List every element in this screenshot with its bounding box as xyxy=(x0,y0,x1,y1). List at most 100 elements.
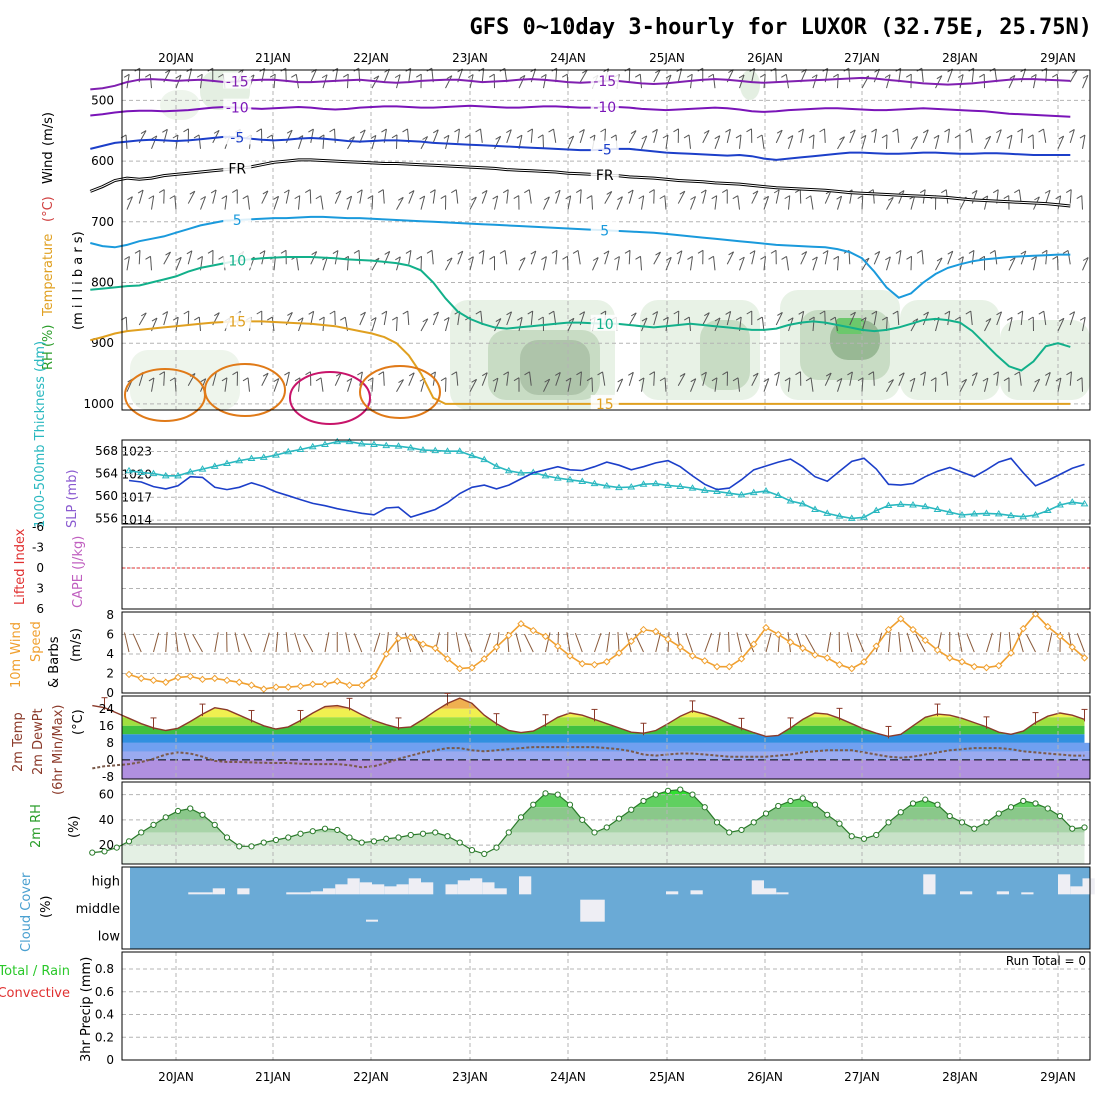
thickness-line-marker xyxy=(1031,511,1040,518)
rh-marker xyxy=(775,802,782,810)
wind-barb-flag xyxy=(732,377,739,382)
wind-barb xyxy=(359,371,363,386)
wind-barb xyxy=(174,195,177,210)
wind-speed-line-marker xyxy=(835,660,844,669)
rh-marker xyxy=(89,849,96,856)
wind-barb xyxy=(543,74,547,89)
wind-barb-flag xyxy=(881,134,888,139)
wind-barb xyxy=(898,372,905,386)
wind-speed-line-marker xyxy=(541,632,550,641)
wind-barb xyxy=(1008,135,1013,149)
wind-barb xyxy=(1057,318,1065,332)
wind-barb-flag xyxy=(443,317,450,321)
wind-barb-flag xyxy=(763,195,769,200)
wind-barb xyxy=(1033,256,1037,271)
wind-barb xyxy=(971,372,978,386)
date-label-bottom: 20JAN xyxy=(158,1070,194,1084)
wind-barb-flag xyxy=(936,257,943,262)
wind-barb-flag xyxy=(162,311,168,315)
wind-barb-flag xyxy=(892,310,899,315)
contour-label-bg xyxy=(223,159,252,176)
wind-speed-line-marker xyxy=(946,654,954,662)
wind-barb-flag xyxy=(635,73,641,78)
rh-marker xyxy=(713,819,721,826)
wind-barb-flag xyxy=(996,311,1002,316)
thickness-line-marker xyxy=(676,482,685,489)
wind-speed-line-marker xyxy=(823,654,831,662)
ylabel-part: (%) xyxy=(39,896,54,919)
wind-barb xyxy=(970,311,973,326)
thickness-line-marker xyxy=(615,483,623,491)
wind-speed-line-marker xyxy=(652,627,660,636)
wind-barb xyxy=(737,195,740,210)
wind-barb-flag xyxy=(1034,196,1040,201)
wind-barb-flag xyxy=(825,372,832,377)
wind-barb xyxy=(872,189,875,204)
date-label-bottom: 28JAN xyxy=(942,1070,978,1084)
wind-barb xyxy=(445,135,450,149)
rh-marker xyxy=(873,831,880,839)
wind-speed-line-marker xyxy=(223,676,231,685)
wind-barb xyxy=(1069,311,1076,326)
wind-barb-flag xyxy=(703,129,710,134)
wind-barb-flag xyxy=(213,129,220,134)
wind-barb-flag xyxy=(305,371,311,376)
wind-barb xyxy=(504,250,508,265)
wind-barb xyxy=(921,250,924,265)
wind-barb xyxy=(469,379,478,392)
wind-speed-line-marker xyxy=(162,678,170,686)
ytick-label: 0.6 xyxy=(95,985,114,999)
wind-speed-line-marker xyxy=(897,615,905,623)
wind-barb xyxy=(455,189,459,204)
wind-barb xyxy=(690,256,693,271)
wind-barb xyxy=(553,311,557,326)
wind-barb-flag xyxy=(898,372,905,377)
ytick-label: 0.4 xyxy=(95,1008,114,1022)
wind-barb-flag xyxy=(554,189,561,194)
contour-label: FR xyxy=(596,168,614,184)
wind-barb xyxy=(775,312,783,326)
ylabel-part: (°C) xyxy=(41,196,56,222)
wind-barb xyxy=(861,377,864,392)
wind-barb xyxy=(432,189,436,204)
wind-barb xyxy=(685,632,693,653)
wind10m-frame xyxy=(121,611,1091,694)
wind-barb xyxy=(1076,633,1085,653)
wind-barb xyxy=(800,251,808,265)
wind-barb xyxy=(494,378,499,392)
contour-label-bg xyxy=(590,221,619,238)
wind-barb xyxy=(690,378,697,392)
cloud-cell-high xyxy=(359,882,372,895)
wind-barb xyxy=(1069,129,1075,144)
wind-speed-line-marker xyxy=(737,655,746,663)
wind-barb xyxy=(271,134,275,149)
ylabel-secondary: (m i l l i b a r s) xyxy=(71,231,86,330)
wind-barb-flag xyxy=(384,250,390,255)
wind-speed-line-marker xyxy=(333,677,341,685)
contour-label: 10 xyxy=(228,254,246,270)
wind-barb xyxy=(702,372,707,386)
rh-marker xyxy=(738,826,745,834)
wind-barb xyxy=(604,191,613,204)
wind-speed-line-marker xyxy=(958,658,966,666)
thickness-line-marker xyxy=(455,447,464,454)
wind-barb xyxy=(653,69,661,83)
wind-barb-flag xyxy=(808,134,815,139)
wind-barb xyxy=(737,377,740,392)
wind-barb xyxy=(915,634,926,653)
wind-barb xyxy=(457,251,464,265)
wind-barb xyxy=(383,311,388,326)
ytick-label: 8 xyxy=(106,736,114,750)
rh-marker xyxy=(432,829,439,836)
wind-barb xyxy=(826,632,832,653)
wind-barb-flag xyxy=(123,73,130,78)
wind-barb xyxy=(677,190,686,204)
ylabel-part: 3hr Precip (mm) xyxy=(79,957,94,1062)
wind-speed-line-marker xyxy=(186,672,194,681)
wind-barb xyxy=(837,256,839,271)
wind-barb-flag xyxy=(551,249,558,254)
wind-speed-line-marker xyxy=(296,682,305,690)
date-label-bottom: 25JAN xyxy=(649,1070,685,1084)
thickness-line-marker xyxy=(468,451,476,459)
wind-speed-line-marker xyxy=(235,678,243,686)
